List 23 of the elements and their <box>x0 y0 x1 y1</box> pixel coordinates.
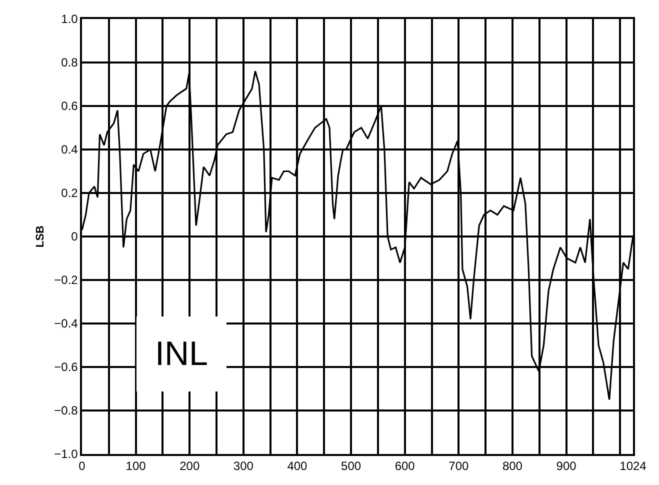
x-tick-label: 300 <box>233 459 254 474</box>
x-tick-label: 1024 <box>620 459 647 474</box>
x-tick-label: 900 <box>556 459 577 474</box>
y-tick-label: −0.8 <box>54 404 78 418</box>
y-tick-label: 0.8 <box>61 56 78 70</box>
y-tick-label: −1.0 <box>54 447 78 462</box>
y-tick-label: 0.2 <box>61 186 78 200</box>
x-tick-label: 800 <box>502 459 523 474</box>
x-tick-label: 400 <box>287 459 308 474</box>
y-tick-label: −0.4 <box>54 316 78 331</box>
annotation: INL <box>155 335 208 373</box>
x-tick-label: 500 <box>341 459 362 474</box>
x-tick-label: 100 <box>126 459 146 474</box>
x-tick-label: 200 <box>180 459 200 474</box>
x-tick-label: 700 <box>448 459 469 474</box>
y-tick-label: 0.6 <box>61 99 78 114</box>
y-tick-label: −0.6 <box>54 360 78 374</box>
y-axis-title: LSB <box>34 225 46 248</box>
y-tick-label: 0.4 <box>61 142 78 157</box>
y-tick-label: 0 <box>71 230 78 244</box>
x-tick-label: 600 <box>394 459 416 474</box>
y-tick-label: −0.2 <box>54 273 78 288</box>
y-tick-label: 1.0 <box>61 12 78 26</box>
